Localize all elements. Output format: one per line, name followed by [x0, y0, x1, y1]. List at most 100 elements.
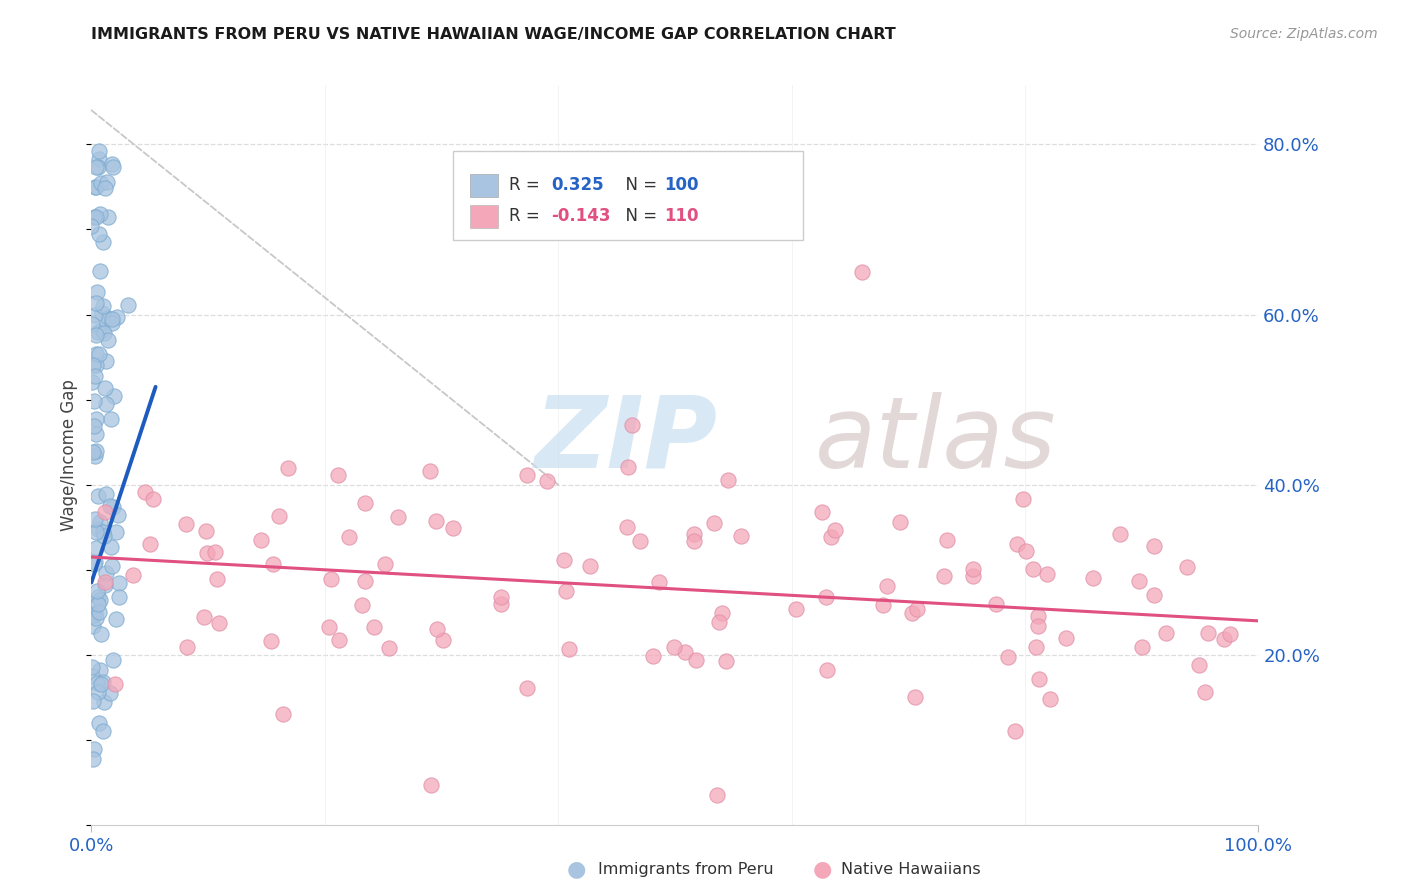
Point [84, 443, 107, 458]
Point [426, 622, 449, 636]
Point [1028, 672, 1050, 686]
Point [91, 524, 114, 539]
Point [83, 742, 105, 756]
Point [1036, 567, 1059, 582]
Point [84, 308, 107, 322]
Point [558, 641, 581, 656]
Point [820, 529, 842, 543]
Point [101, 558, 124, 573]
Point [97, 211, 120, 225]
Point [82, 668, 104, 682]
Point [84, 611, 107, 625]
Point [96, 175, 118, 189]
Text: R =: R = [509, 207, 546, 225]
Point [82, 619, 104, 633]
Text: N =: N = [614, 176, 662, 194]
Point [1039, 692, 1062, 706]
Point [197, 546, 219, 560]
Point [851, 265, 873, 279]
Point [83, 450, 105, 464]
Point [1213, 632, 1236, 646]
Point [621, 418, 644, 433]
Point [1188, 657, 1211, 672]
Text: ●: ● [813, 860, 832, 880]
Point [87, 152, 110, 166]
Point [354, 495, 377, 509]
Point [89, 593, 111, 607]
Point [174, 517, 197, 532]
Point [83, 368, 105, 383]
Text: N =: N = [614, 207, 662, 225]
Point [89, 264, 111, 278]
Point [107, 508, 129, 523]
Point [91, 723, 114, 738]
Point [374, 557, 396, 571]
Point [101, 157, 124, 171]
Point [101, 653, 124, 667]
Y-axis label: Wage/Income Gap: Wage/Income Gap [60, 379, 79, 531]
Point [86, 358, 108, 372]
Point [108, 591, 131, 605]
Point [194, 524, 217, 538]
Text: 100: 100 [664, 176, 699, 194]
Point [1054, 631, 1077, 645]
Point [1026, 619, 1049, 633]
Point [1194, 685, 1216, 699]
Point [810, 505, 832, 519]
Point [104, 677, 127, 691]
Point [628, 533, 651, 548]
Point [328, 633, 350, 648]
Point [90, 627, 112, 641]
Point [122, 567, 145, 582]
Point [93, 505, 115, 519]
Point [536, 474, 558, 488]
Point [1128, 574, 1150, 588]
Text: atlas: atlas [815, 392, 1056, 489]
Point [824, 524, 846, 538]
Point [1026, 609, 1049, 624]
Point [83, 606, 105, 620]
Point [419, 464, 441, 478]
Point [80, 219, 103, 234]
Point [905, 601, 928, 615]
Point [683, 534, 706, 549]
Point [83, 558, 105, 572]
Point [1130, 640, 1153, 655]
Point [87, 522, 110, 536]
Point [87, 489, 110, 503]
Point [616, 520, 638, 534]
Point [1081, 571, 1104, 585]
Point [134, 485, 156, 500]
Point [785, 601, 807, 615]
Point [641, 648, 664, 663]
Text: 110: 110 [664, 207, 699, 225]
Point [105, 310, 128, 325]
Point [432, 632, 454, 647]
Text: ●: ● [567, 860, 586, 880]
Point [83, 419, 105, 434]
Point [815, 663, 838, 677]
Point [84, 160, 107, 174]
Point [204, 545, 226, 559]
Point [91, 674, 114, 689]
Text: 0.325: 0.325 [551, 176, 605, 194]
Point [1143, 588, 1166, 602]
Point [90, 323, 112, 337]
Point [441, 521, 464, 535]
Point [269, 508, 291, 523]
Point [82, 694, 104, 708]
Point [425, 514, 447, 528]
Point [84, 180, 107, 194]
Point [80, 376, 103, 390]
Point [730, 528, 752, 542]
Point [673, 645, 696, 659]
Point [664, 640, 686, 654]
Point [86, 584, 108, 599]
Point [87, 590, 110, 604]
Point [96, 311, 118, 326]
Point [352, 598, 374, 612]
Point [997, 650, 1019, 665]
Point [89, 515, 111, 529]
Point [103, 160, 125, 174]
Point [94, 354, 117, 368]
